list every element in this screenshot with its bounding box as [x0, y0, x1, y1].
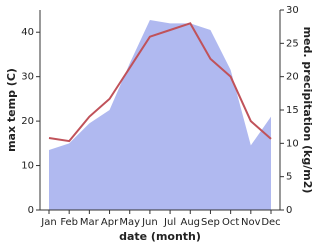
y-tick-label: 0 [28, 205, 34, 216]
temp-line [48, 22, 272, 143]
y2-tick-label: 5 [286, 172, 292, 183]
x-tick-label: Mar [80, 217, 100, 228]
y2-tick-label: 0 [286, 205, 292, 216]
x-tick-label: Aug [181, 217, 201, 228]
y2-axis-title: med. precipitation (kg/m2) [301, 27, 314, 194]
y2-tick-label: 25 [286, 38, 299, 49]
precipitation-area [49, 20, 271, 210]
y2-tick-label: 10 [286, 138, 299, 149]
y-tick-label: 20 [21, 116, 34, 127]
x-tick-label: Jun [141, 217, 158, 228]
y-tick-label: 10 [21, 161, 34, 172]
x-tick-label: Oct [222, 217, 239, 228]
y2-tick-label: 20 [286, 72, 299, 83]
y2-tick-label: 30 [286, 5, 299, 16]
y-tick-label: 30 [21, 72, 34, 83]
x-tick-label: Apr [101, 217, 119, 228]
x-tick-label: Sep [201, 217, 220, 228]
y-axis-title: max temp (C) [5, 68, 18, 152]
x-tick-label: Jan [40, 217, 56, 228]
x-tick-label: Nov [241, 217, 261, 228]
x-tick-label: Feb [60, 217, 78, 228]
y2-tick-label: 15 [286, 105, 299, 116]
x-tick-label: Jul [163, 217, 176, 228]
x-tick-label: May [119, 217, 140, 228]
x-axis-title: date (month) [119, 230, 201, 243]
x-tick-label: Dec [261, 217, 280, 228]
y-tick-label: 40 [21, 27, 34, 38]
